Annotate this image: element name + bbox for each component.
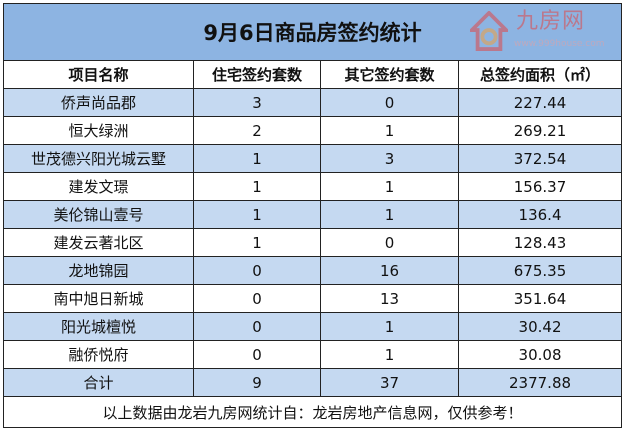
total-area: 156.37 bbox=[457, 172, 623, 201]
table-row: 融侨悦府 0 1 30.08 bbox=[3, 340, 623, 369]
total-area: 2377.88 bbox=[457, 368, 623, 397]
sales-table: 9月6日商品房签约统计 项目名称 住宅签约套数 其它签约套数 总签约面积（㎡） … bbox=[2, 3, 623, 428]
residential-count: 1 bbox=[193, 144, 321, 173]
total-area: 136.4 bbox=[457, 200, 623, 229]
table-row: 阳光城檀悦 0 1 30.42 bbox=[3, 312, 623, 341]
table-row: 美伦锦山壹号 1 1 136.4 bbox=[3, 200, 623, 229]
project-name: 南中旭日新城 bbox=[3, 284, 194, 313]
project-name: 侨声尚品郡 bbox=[3, 88, 194, 117]
residential-count: 0 bbox=[193, 340, 321, 369]
project-name: 融侨悦府 bbox=[3, 340, 194, 369]
residential-count: 0 bbox=[193, 256, 321, 285]
other-count: 16 bbox=[320, 256, 459, 285]
project-name: 建发文璟 bbox=[3, 172, 194, 201]
residential-count: 0 bbox=[193, 312, 321, 341]
residential-count: 0 bbox=[193, 284, 321, 313]
table-row: 世茂德兴阳光城云墅 1 3 372.54 bbox=[3, 144, 623, 173]
other-count: 0 bbox=[320, 88, 459, 117]
total-residential: 9 bbox=[193, 368, 321, 397]
project-name: 美伦锦山壹号 bbox=[3, 200, 194, 229]
total-area: 30.08 bbox=[457, 340, 623, 369]
other-count: 1 bbox=[320, 172, 459, 201]
total-area: 128.43 bbox=[457, 228, 623, 257]
other-count: 0 bbox=[320, 228, 459, 257]
total-area: 30.42 bbox=[457, 312, 623, 341]
header-residential: 住宅签约套数 bbox=[193, 60, 321, 89]
table-row: 建发云著北区 1 0 128.43 bbox=[3, 228, 623, 257]
other-count: 1 bbox=[320, 116, 459, 145]
other-count: 1 bbox=[320, 340, 459, 369]
table-row: 南中旭日新城 0 13 351.64 bbox=[3, 284, 623, 313]
total-area: 269.21 bbox=[457, 116, 623, 145]
total-row: 合计 9 37 2377.88 bbox=[3, 368, 623, 397]
project-name: 建发云著北区 bbox=[3, 228, 194, 257]
project-name: 恒大绿洲 bbox=[3, 116, 194, 145]
header-area: 总签约面积（㎡） bbox=[457, 60, 623, 89]
table-title: 9月6日商品房签约统计 bbox=[2, 3, 623, 61]
total-other: 37 bbox=[320, 368, 459, 397]
residential-count: 1 bbox=[193, 172, 321, 201]
table-row: 侨声尚品郡 3 0 227.44 bbox=[3, 88, 623, 117]
other-count: 1 bbox=[320, 200, 459, 229]
table-row: 恒大绿洲 2 1 269.21 bbox=[3, 116, 623, 145]
header-row: 项目名称 住宅签约套数 其它签约套数 总签约面积（㎡） bbox=[3, 60, 623, 89]
total-area: 372.54 bbox=[457, 144, 623, 173]
header-project: 项目名称 bbox=[3, 60, 194, 89]
other-count: 3 bbox=[320, 144, 459, 173]
other-count: 1 bbox=[320, 312, 459, 341]
total-label: 合计 bbox=[3, 368, 194, 397]
table-row: 建发文璟 1 1 156.37 bbox=[3, 172, 623, 201]
total-area: 227.44 bbox=[457, 88, 623, 117]
header-other: 其它签约套数 bbox=[320, 60, 459, 89]
residential-count: 3 bbox=[193, 88, 321, 117]
project-name: 世茂德兴阳光城云墅 bbox=[3, 144, 194, 173]
total-area: 675.35 bbox=[457, 256, 623, 285]
residential-count: 1 bbox=[193, 228, 321, 257]
project-name: 阳光城檀悦 bbox=[3, 312, 194, 341]
table-row: 龙地锦园 0 16 675.35 bbox=[3, 256, 623, 285]
project-name: 龙地锦园 bbox=[3, 256, 194, 285]
footer-note: 以上数据由龙岩九房网统计自：龙岩房地产信息网，仅供参考！ bbox=[2, 396, 623, 428]
residential-count: 1 bbox=[193, 200, 321, 229]
residential-count: 2 bbox=[193, 116, 321, 145]
other-count: 13 bbox=[320, 284, 459, 313]
total-area: 351.64 bbox=[457, 284, 623, 313]
